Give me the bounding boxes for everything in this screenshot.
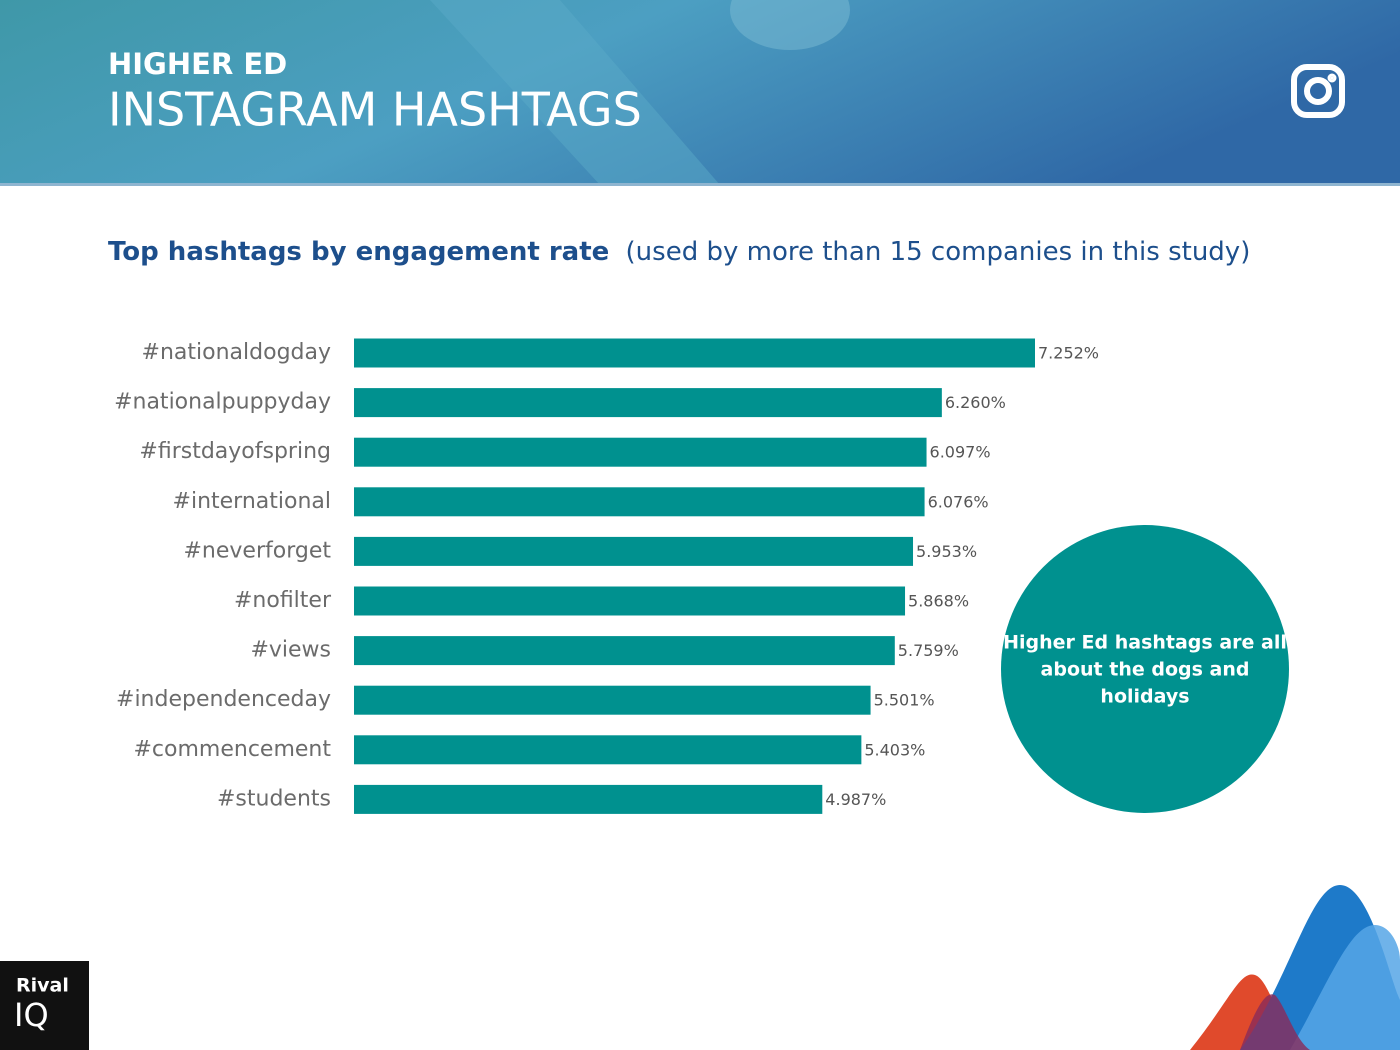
callout-text: Higher Ed hashtags are all: [1003, 632, 1287, 654]
bar: [354, 784, 823, 814]
value-label: 7.252%: [1038, 344, 1099, 363]
instagram-icon: [1291, 64, 1345, 118]
value-label: 5.953%: [916, 542, 977, 561]
value-label: 5.868%: [908, 592, 969, 611]
callout-circle: [1001, 525, 1289, 813]
logo-box: [0, 961, 89, 1050]
header-rule: [0, 183, 1400, 186]
bar: [354, 685, 871, 715]
category-label: #firstdayofspring: [139, 439, 331, 464]
value-label: 5.759%: [898, 641, 959, 660]
brand-waves: [1190, 885, 1400, 1050]
bar: [354, 437, 927, 467]
category-label: #nofilter: [234, 588, 332, 613]
value-label: 6.097%: [930, 443, 991, 462]
value-label: 4.987%: [825, 790, 886, 809]
header-title: INSTAGRAM HASHTAGS: [108, 83, 642, 137]
callout-text: about the dogs and: [1041, 659, 1250, 681]
bar: [354, 388, 942, 418]
chart-subtitle: (used by more than 15 companies in this …: [626, 237, 1251, 267]
logo-text: IQ: [14, 996, 49, 1034]
chart-title-main: Top hashtags by engagement rate: [108, 237, 609, 267]
header-decor: [730, 0, 850, 50]
category-label: #nationaldogday: [142, 340, 331, 365]
value-label: 5.501%: [874, 691, 935, 710]
category-label: #neverforget: [183, 538, 331, 563]
bar: [354, 536, 914, 566]
value-label: 6.260%: [945, 393, 1006, 412]
category-label: #commencement: [134, 737, 332, 762]
chart-title: Top hashtags by engagement rate (used by…: [108, 237, 1250, 267]
header-kicker: HIGHER ED: [108, 47, 287, 81]
callout-text: holidays: [1100, 686, 1189, 708]
bar: [354, 487, 925, 517]
bar: [354, 636, 895, 666]
bar: [354, 735, 862, 765]
category-label: #international: [173, 489, 331, 514]
header-band: [0, 0, 1400, 185]
category-label: #independenceday: [116, 687, 331, 712]
bar: [354, 338, 1035, 368]
value-label: 5.403%: [864, 740, 925, 759]
value-label: 6.076%: [928, 492, 989, 511]
header-decor: [430, 0, 720, 185]
bar: [354, 586, 906, 616]
category-label: #nationalpuppyday: [114, 390, 331, 415]
category-label: #students: [217, 786, 331, 811]
category-label: #views: [250, 638, 331, 663]
logo-text: Rival: [16, 975, 69, 997]
